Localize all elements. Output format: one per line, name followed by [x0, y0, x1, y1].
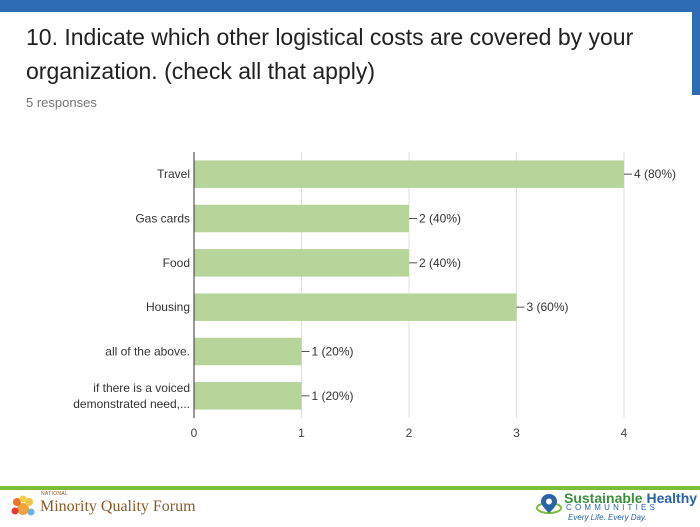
- x-tick-label: 1: [298, 426, 305, 440]
- category-label: Travel: [157, 167, 190, 181]
- shc-name-part2: Healthy: [646, 490, 698, 506]
- bar: [194, 382, 302, 410]
- data-label: 1 (20%): [312, 345, 354, 359]
- sustainable-healthy-communities-logo: Sustainable Healthy COMMUNITIES Every Li…: [536, 490, 697, 524]
- bar: [194, 204, 409, 233]
- shc-name-part1: Sustainable: [564, 490, 647, 506]
- question-title: 10. Indicate which other logistical cost…: [26, 24, 634, 84]
- x-tick-label: 4: [621, 426, 628, 440]
- nmqf-name-text: Minority Quality Forum: [40, 498, 196, 515]
- bar: [194, 249, 409, 277]
- x-tick-label: 3: [513, 426, 520, 440]
- category-label: if there is a voiced: [93, 381, 190, 395]
- data-label: 3 (60%): [527, 300, 569, 314]
- x-tick-label: 2: [406, 426, 413, 440]
- bar-chart: 0 1 2 3 4 4 (80%) Travel 2 (40%) Gas cards 2 (40%…: [73, 152, 676, 440]
- data-label: 1 (20%): [312, 389, 354, 403]
- x-tick-label: 0: [191, 426, 198, 440]
- category-label: Housing: [146, 300, 190, 314]
- data-label: 2 (40%): [419, 256, 461, 270]
- shc-name: Sustainable Healthy: [564, 490, 697, 506]
- data-label: 2 (40%): [419, 212, 461, 226]
- bar: [194, 160, 624, 188]
- top-accent-bar: [0, 0, 700, 12]
- bar: [194, 293, 517, 321]
- category-label: Food: [163, 256, 190, 270]
- category-label: all of the above.: [105, 345, 190, 359]
- data-label: 4 (80%): [634, 167, 676, 181]
- nmqf-national-text: NATIONAL: [41, 491, 69, 497]
- sun-flower-logo-icon: [11, 495, 35, 516]
- shc-tagline: Every Life. Every Day.: [568, 513, 647, 522]
- response-count: 5 responses: [26, 95, 97, 110]
- bar: [194, 337, 302, 366]
- shc-subtitle: COMMUNITIES: [566, 503, 659, 512]
- minority-quality-forum-logo: NATIONAL Minority Quality Forum: [8, 491, 196, 522]
- category-label: demonstrated need,...: [73, 397, 190, 411]
- location-pin-logo-icon: [536, 494, 562, 514]
- right-accent-bar: [692, 12, 700, 95]
- footer-divider: [0, 486, 700, 490]
- category-label: Gas cards: [135, 212, 190, 226]
